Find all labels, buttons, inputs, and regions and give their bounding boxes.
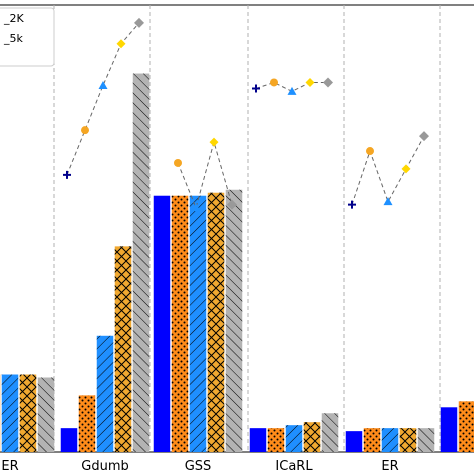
marker-g3-s3	[305, 77, 315, 87]
x-tick-labels: ER Gdumb GSS ICaRL ER	[1, 459, 398, 474]
marker-g3-s2	[287, 86, 297, 95]
bar-g1-s0	[60, 428, 78, 452]
marker-line-g4	[351, 135, 425, 205]
bar-hatch-g0-s2	[1, 374, 19, 452]
legend-entry-2k: _2K	[3, 12, 24, 25]
bar-hatch-g3-s2	[285, 425, 303, 452]
bar-hatch-g0-s3	[19, 374, 37, 452]
markers-layer	[63, 17, 429, 212]
bar-hatch-g3-s1	[267, 428, 285, 452]
marker-line-g2	[177, 140, 233, 210]
bar-hatch-g2-s3	[207, 192, 225, 453]
bar-hatch-g2-s2	[189, 195, 207, 452]
bars-layer	[0, 73, 474, 453]
bar-g4-s0	[345, 431, 363, 452]
marker-g4-s4	[419, 131, 429, 142]
x-tick-label-3: ICaRL	[275, 459, 313, 474]
marker-g4-s3	[401, 164, 411, 174]
bar-g2-s0	[153, 195, 171, 452]
x-tick-label-0: ER	[1, 459, 18, 474]
marker-g1-s0	[63, 170, 71, 179]
marker-g1-s1	[81, 126, 89, 135]
x-tick-label-1: Gdumb	[81, 459, 128, 474]
bar-hatch-g2-s1	[171, 195, 189, 452]
marker-g2-s3	[209, 137, 219, 147]
marker-g4-s1	[366, 147, 374, 156]
bar-hatch-g1-s3	[114, 246, 132, 452]
marker-g2-s4	[227, 199, 237, 210]
bar-hatch-g4-s2	[381, 428, 399, 452]
bar-hatch-g4-s3	[399, 428, 417, 452]
marker-g3-s1	[270, 78, 278, 87]
bar-hatch-g2-s4	[225, 189, 243, 452]
legend: _2K _5k	[0, 7, 55, 67]
marker-line-g1	[66, 22, 140, 176]
marker-g3-s0	[252, 84, 260, 93]
bar-hatch-g4-s1	[363, 428, 381, 452]
marker-g1-s4	[134, 17, 144, 28]
bar-hatch-g1-s4	[132, 73, 150, 452]
bar-g5-s0	[440, 407, 458, 452]
bar-hatch-g3-s3	[303, 422, 321, 452]
x-tick-label-2: GSS	[185, 459, 212, 474]
bar-hatch-g3-s4	[321, 413, 339, 452]
marker-g3-s4	[323, 77, 333, 88]
bar-hatch-g1-s2	[96, 335, 114, 452]
marker-g2-s2	[191, 203, 201, 212]
bar-hatch-g0-s4	[37, 377, 55, 452]
bar-hatch-g1-s1	[78, 395, 96, 452]
marker-line-g3	[255, 81, 328, 92]
marker-g2-s1	[174, 158, 182, 167]
bar-hatch-g5-s1	[458, 401, 474, 452]
marker-g1-s2	[98, 80, 108, 89]
marker-g1-s3	[116, 39, 126, 49]
bar-g3-s0	[249, 428, 267, 452]
bar-hatch-g4-s4	[417, 428, 435, 452]
legend-entry-5k: _5k	[3, 32, 23, 45]
x-tick-label-4: ER	[381, 459, 398, 474]
marker-g4-s0	[348, 200, 356, 209]
legend-box	[0, 7, 55, 67]
marker-g4-s2	[383, 197, 393, 206]
